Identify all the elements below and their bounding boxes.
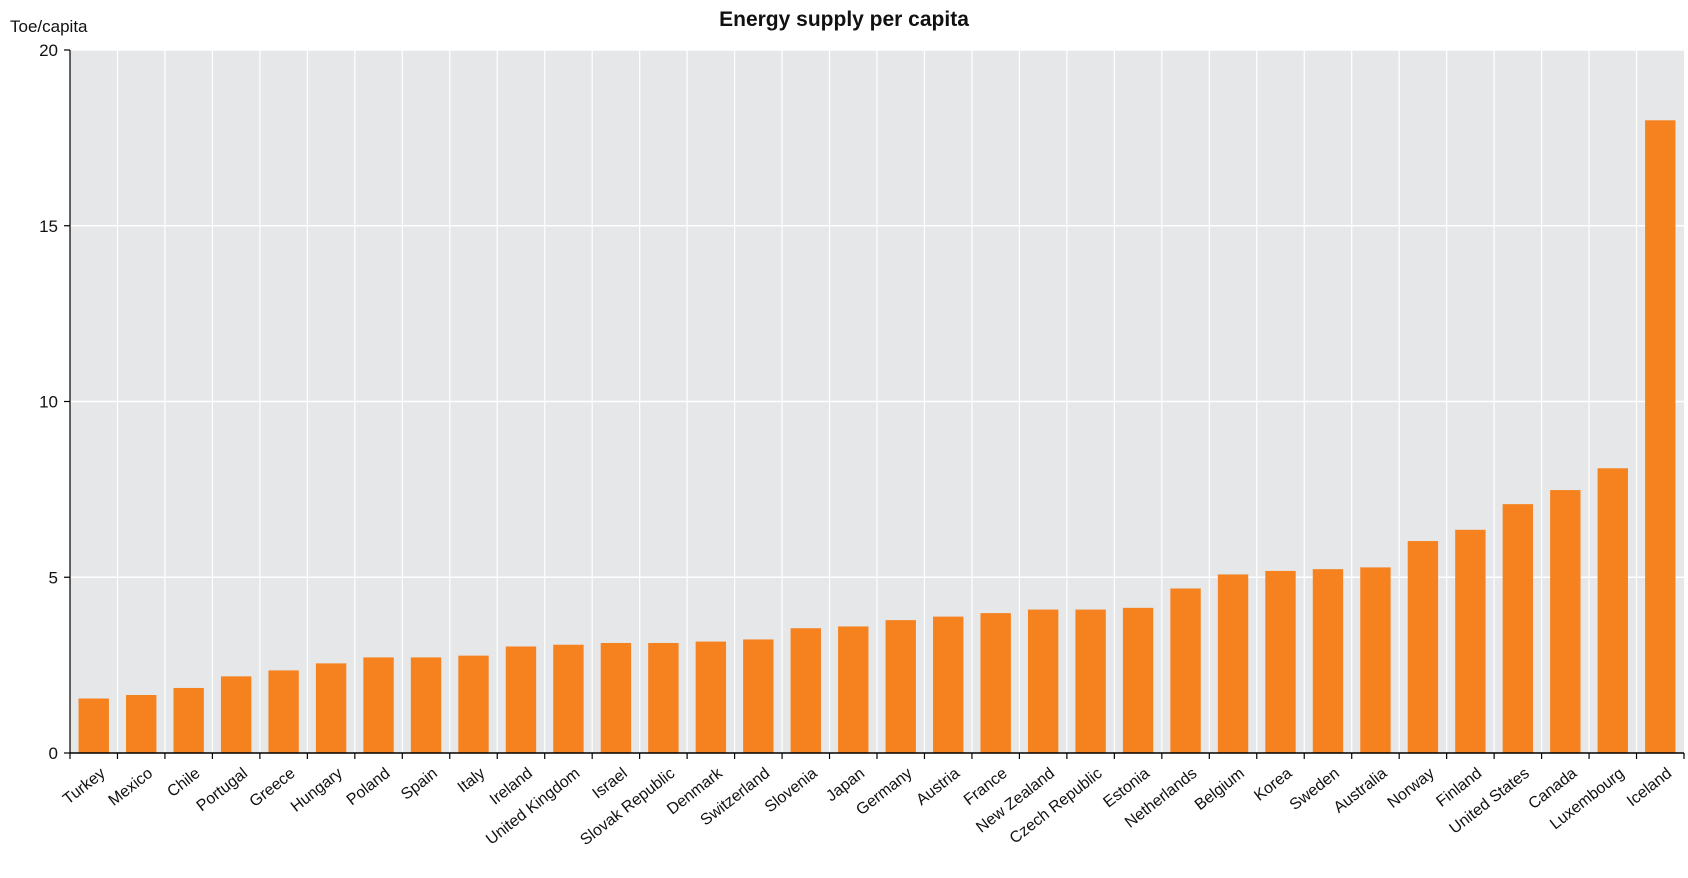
y-tick-label: 15	[39, 217, 58, 236]
bars	[78, 120, 1676, 754]
x-category-label: Poland	[344, 765, 394, 809]
bar-ireland	[505, 646, 537, 753]
x-category-label: Chile	[164, 765, 203, 801]
bar-switzerland	[743, 639, 774, 753]
bar-greece	[268, 670, 299, 753]
x-category-label: Mexico	[106, 765, 156, 810]
x-category-label: Austria	[913, 765, 963, 809]
bar-korea	[1265, 570, 1296, 753]
y-tick-label: 20	[39, 41, 58, 60]
bar-slovak-republic	[648, 642, 679, 753]
bar-finland	[1455, 529, 1486, 753]
bar-france	[980, 613, 1011, 753]
bar-turkey	[78, 698, 109, 753]
bar-luxembourg	[1597, 468, 1628, 753]
x-category-label: Spain	[398, 765, 441, 804]
axes	[64, 49, 1685, 759]
x-category-label: Norway	[1385, 765, 1438, 812]
bar-portugal	[220, 676, 252, 753]
bar-norway	[1407, 541, 1439, 753]
bar-netherlands	[1170, 588, 1201, 753]
x-category-label: Australia	[1331, 765, 1391, 817]
bar-austria	[933, 616, 964, 753]
bar-czech-republic	[1075, 609, 1106, 753]
bar-germany	[885, 620, 916, 753]
x-category-label: Slovenia	[762, 765, 821, 816]
x-category-label: Hungary	[288, 765, 346, 816]
x-category-label: Portugal	[194, 765, 251, 815]
y-tick-label: 10	[39, 393, 58, 412]
y-axis-unit-label: Toe/capita	[10, 17, 88, 36]
bar-australia	[1360, 567, 1391, 753]
bar-belgium	[1217, 574, 1249, 753]
y-tick-labels: 0 5 10 15 20	[39, 41, 58, 763]
bar-poland	[363, 657, 394, 753]
bar-slovenia	[790, 628, 821, 753]
x-category-label: Italy	[455, 765, 489, 796]
bar-united-kingdom	[553, 644, 584, 753]
bar-hungary	[315, 663, 347, 753]
x-category-label: Iceland	[1624, 765, 1675, 810]
y-tick-label: 0	[49, 744, 58, 763]
y-tick-label: 5	[49, 568, 58, 587]
bar-united-states	[1502, 504, 1534, 753]
gridlines	[70, 49, 1684, 753]
bar-mexico	[126, 695, 157, 753]
bar-denmark	[695, 641, 727, 753]
bar-new-zealand	[1027, 609, 1059, 753]
bar-estonia	[1122, 607, 1154, 753]
bar-sweden	[1312, 569, 1344, 753]
chart-title: Energy supply per capita	[719, 8, 969, 31]
bar-spain	[410, 657, 442, 753]
x-category-label: Belgium	[1192, 765, 1248, 814]
bar-italy	[458, 655, 489, 753]
bar-chile	[173, 687, 204, 753]
bar-canada	[1550, 490, 1581, 753]
x-category-label: Israel	[589, 765, 630, 802]
bar-israel	[600, 642, 632, 753]
bar-japan	[838, 626, 869, 753]
bar-iceland	[1645, 120, 1676, 754]
x-category-label: Turkey	[60, 765, 109, 808]
